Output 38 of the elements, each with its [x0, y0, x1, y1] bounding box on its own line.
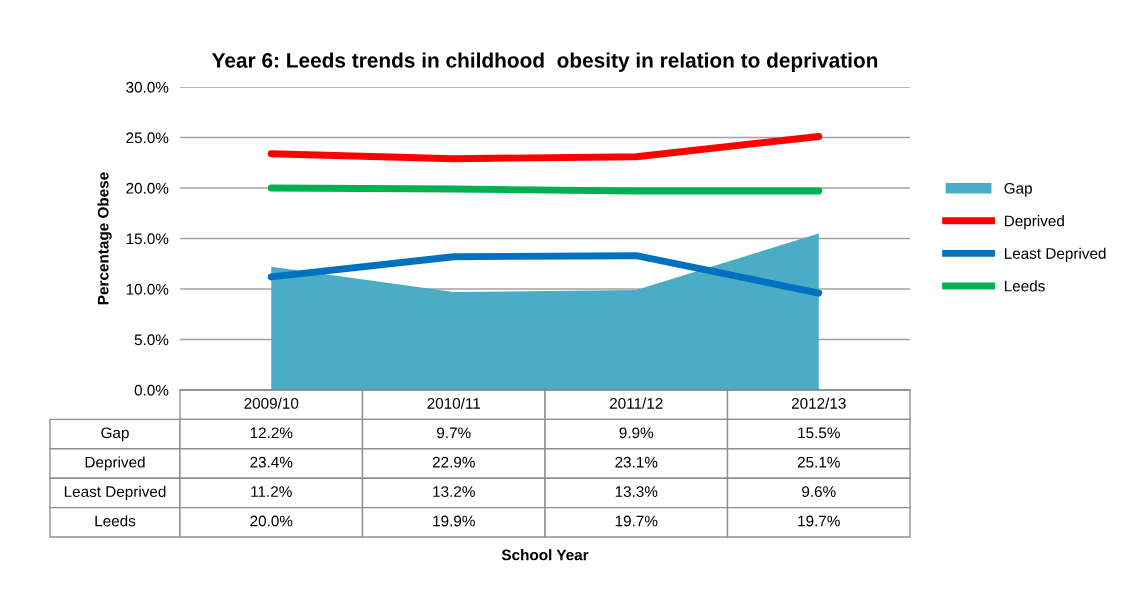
text: Least Deprived: [64, 485, 166, 501]
y-tick-label: 30.0%: [126, 81, 169, 93]
x-tick-label: 2012/13: [791, 397, 846, 409]
legend-label: Leeds: [1004, 280, 1045, 292]
data-label: 22.9%: [432, 456, 475, 468]
data-label: 23.4%: [250, 456, 293, 468]
data-label: 23.1%: [615, 456, 658, 468]
data-label: 9.7%: [437, 427, 471, 439]
data-label: 9.6%: [802, 486, 836, 497]
text: Deprived: [85, 456, 145, 471]
data-label: 15.5%: [798, 427, 840, 439]
legend-label: Deprived: [1004, 215, 1064, 230]
y-axis-title: Percentage Obese: [97, 172, 112, 305]
data-label: 25.1%: [797, 456, 840, 468]
data-label: 20.0%: [250, 515, 293, 527]
x-tick-label: 2011/12: [609, 397, 663, 409]
data-label: 13.2%: [433, 486, 475, 497]
chart-title: Year 6: Leeds trends in childhood obesity in relation to deprivation: [211, 52, 878, 72]
text: Leeds: [95, 515, 136, 527]
legend-label: Gap: [1004, 182, 1032, 197]
text: Gap: [101, 427, 129, 442]
x-tick-label: 2009/10: [244, 397, 299, 409]
y-tick-label: 20.0%: [126, 182, 169, 194]
data-label: 11.2%: [251, 486, 292, 497]
data-label: 19.7%: [798, 515, 840, 527]
data-label: 19.7%: [615, 515, 658, 527]
y-tick-label: 25.0%: [126, 132, 169, 144]
y-tick-label: 5.0%: [134, 334, 169, 346]
data-label: 13.3%: [615, 486, 658, 497]
data-label: 19.9%: [433, 515, 475, 527]
data-label: 9.9%: [619, 427, 654, 439]
y-tick-label: 15.0%: [126, 233, 169, 245]
data-label: 12.2%: [250, 427, 293, 439]
y-tick-label: 0.0%: [134, 384, 169, 396]
text: School Year: [501, 549, 589, 561]
legend-label: Least Deprived: [1004, 247, 1106, 262]
x-tick-label: 2010/11: [427, 397, 481, 409]
y-tick-label: 10.0%: [126, 283, 169, 295]
